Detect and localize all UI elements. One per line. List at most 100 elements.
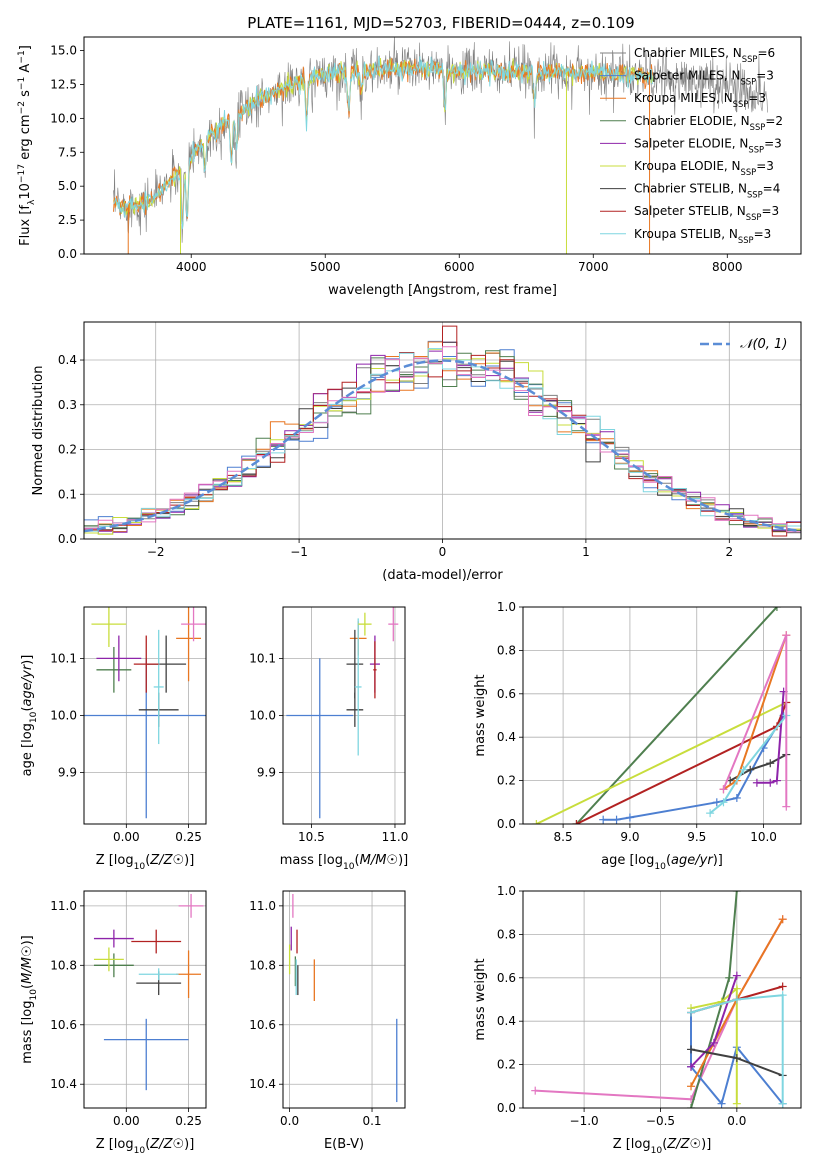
y-axis-label: Flux [fλ10−17 erg cm−2 s−1 A−1] bbox=[17, 45, 37, 246]
y-tick-label: 10.6 bbox=[50, 1018, 77, 1032]
label-part: Z [log bbox=[96, 1137, 134, 1152]
legend-entry: Salpeter MILES, NSSP=3 bbox=[634, 69, 774, 87]
label-part: N bbox=[733, 46, 742, 60]
label-part: Salpeter STELIB, bbox=[634, 204, 737, 218]
label-part: )] bbox=[20, 935, 35, 945]
legend-entry: Kroupa ELODIE, NSSP=3 bbox=[634, 159, 774, 177]
label-part: 10 bbox=[654, 862, 666, 872]
y-tick-label: 0.0 bbox=[58, 532, 77, 546]
label-part: 10 bbox=[18, 183, 33, 200]
x-axis-label: (data-model)/error bbox=[382, 568, 503, 583]
axes-frame bbox=[83, 890, 207, 1109]
label-part: =3 bbox=[748, 91, 766, 105]
label-part: Salpeter ELODIE, bbox=[634, 136, 739, 150]
normal-curve bbox=[84, 359, 801, 533]
y-tick-label: 0.6 bbox=[497, 971, 516, 985]
y-tick-label: 0.1 bbox=[58, 487, 77, 501]
x-axis-label: Z [log10(Z/Z☉)] bbox=[96, 1137, 195, 1156]
label-part: M/M☉ bbox=[360, 853, 398, 868]
weight-line bbox=[709, 714, 788, 814]
legend-entry: Kroupa STELIB, NSSP=3 bbox=[634, 227, 771, 245]
plot-area bbox=[286, 607, 399, 819]
y-tick-label: 9.9 bbox=[58, 766, 77, 780]
legend-entry: Salpeter STELIB, NSSP=3 bbox=[634, 204, 779, 222]
x-tick-label: 0.0 bbox=[727, 1114, 746, 1128]
label-part: )] bbox=[713, 853, 723, 868]
axes-frame bbox=[282, 890, 406, 1109]
label-part: N bbox=[741, 114, 750, 128]
label-part: SSP bbox=[748, 144, 764, 154]
x-tick-label: −1.0 bbox=[570, 1114, 599, 1128]
x-tick-label: 2 bbox=[725, 545, 733, 559]
label-part: age/yr bbox=[671, 853, 714, 868]
plot-area bbox=[93, 893, 204, 1091]
label-part: 10 bbox=[343, 862, 355, 872]
label-part: N bbox=[737, 204, 746, 218]
label-part: )] bbox=[184, 853, 194, 868]
label-part: Z/Z☉ bbox=[149, 853, 184, 868]
y-tick-label: 0.2 bbox=[58, 443, 77, 457]
y-axis-label: age [log10(age/yr)] bbox=[20, 655, 39, 777]
y-tick-label: 2.5 bbox=[58, 213, 77, 227]
y-axis-label: mass weight bbox=[473, 674, 488, 756]
y-tick-label: 11.0 bbox=[50, 899, 77, 913]
plot-area bbox=[288, 893, 398, 1103]
label-part: Kroupa MILES, bbox=[634, 91, 724, 105]
label-part: SSP bbox=[746, 212, 762, 222]
y-axis-label: mass [log10(M/M☉)] bbox=[20, 935, 39, 1063]
label-part: M/M☉ bbox=[20, 945, 35, 983]
y-tick-label: 12.5 bbox=[50, 77, 77, 91]
label-part: =4 bbox=[763, 182, 781, 196]
label-part: Z/Z☉ bbox=[149, 1137, 184, 1152]
axes-frame bbox=[83, 606, 207, 825]
axes-frame bbox=[282, 606, 406, 825]
x-tick-label: 4000 bbox=[176, 260, 207, 274]
y-tick-label: 1.0 bbox=[497, 600, 516, 614]
label-part: )] bbox=[701, 1137, 711, 1152]
label-part: N bbox=[738, 182, 747, 196]
y-tick-label: 9.9 bbox=[257, 766, 276, 780]
y-tick-label: 0.2 bbox=[497, 1058, 516, 1072]
label-part: ( bbox=[662, 1137, 667, 1152]
x-tick-label: 6000 bbox=[444, 260, 475, 274]
label-part: =3 bbox=[754, 227, 772, 241]
label-part: Flux [f bbox=[18, 205, 33, 246]
y-tick-label: 11.0 bbox=[249, 899, 276, 913]
label-part: ( bbox=[145, 1137, 150, 1152]
x-axis-label: Z [log10(Z/Z☉)] bbox=[613, 1137, 712, 1156]
y-tick-label: 5.0 bbox=[58, 179, 77, 193]
label-part: SSP bbox=[733, 99, 749, 109]
panel-age_vs_z: 0.00 0.259.910.010.1Z [log10(Z/Z☉)]age [l… bbox=[20, 606, 207, 872]
axes-frame bbox=[522, 890, 802, 1109]
label-part: Z [log bbox=[96, 853, 134, 868]
x-tick-label: −0.5 bbox=[646, 1114, 675, 1128]
label-part: 10 bbox=[134, 1146, 146, 1156]
label-part: mass [log bbox=[20, 1001, 35, 1064]
label-part: =3 bbox=[756, 69, 774, 83]
y-tick-label: 0.2 bbox=[497, 774, 516, 788]
label-part: =2 bbox=[765, 114, 783, 128]
weight-line bbox=[690, 994, 784, 1104]
panel-residuals: −2 −1 0 1 2 0.0 0.1 0.2 0.3 0.4 𝒩(0, 1) (data-model… bbox=[31, 321, 802, 583]
x-axis-label: age [log10(age/yr)] bbox=[601, 853, 723, 872]
y-tick-label: 15.0 bbox=[50, 44, 77, 58]
y-tick-label: 10.0 bbox=[50, 111, 77, 125]
label-part: −2 bbox=[17, 101, 27, 114]
x-tick-label: 0.00 bbox=[113, 1114, 140, 1128]
y-tick-label: 10.1 bbox=[50, 651, 77, 665]
x-tick-label: 0.25 bbox=[175, 830, 202, 844]
x-tick-label: 0.0 bbox=[280, 1114, 299, 1128]
panel-mass_vs_ebv: 0.0 0.1 10.4 10.6 10.8 11.0 E(B-V) bbox=[249, 890, 406, 1152]
y-tick-label: 1.0 bbox=[497, 884, 516, 898]
panel-spectrum: 4000 5000 6000 7000 8000 0.0 2.5 5.0 7.5 10.0 12.5… bbox=[17, 36, 802, 298]
plot-area bbox=[84, 607, 206, 819]
weight-line bbox=[535, 918, 784, 1101]
x-tick-label: −2 bbox=[147, 545, 165, 559]
label-part: N bbox=[729, 227, 738, 241]
label-part: 10 bbox=[29, 989, 39, 1001]
legend-entry: 𝒩(0, 1) bbox=[740, 337, 787, 352]
label-part: N bbox=[732, 69, 741, 83]
x-tick-label: 0.1 bbox=[362, 1114, 381, 1128]
label-part: 10 bbox=[29, 711, 39, 723]
